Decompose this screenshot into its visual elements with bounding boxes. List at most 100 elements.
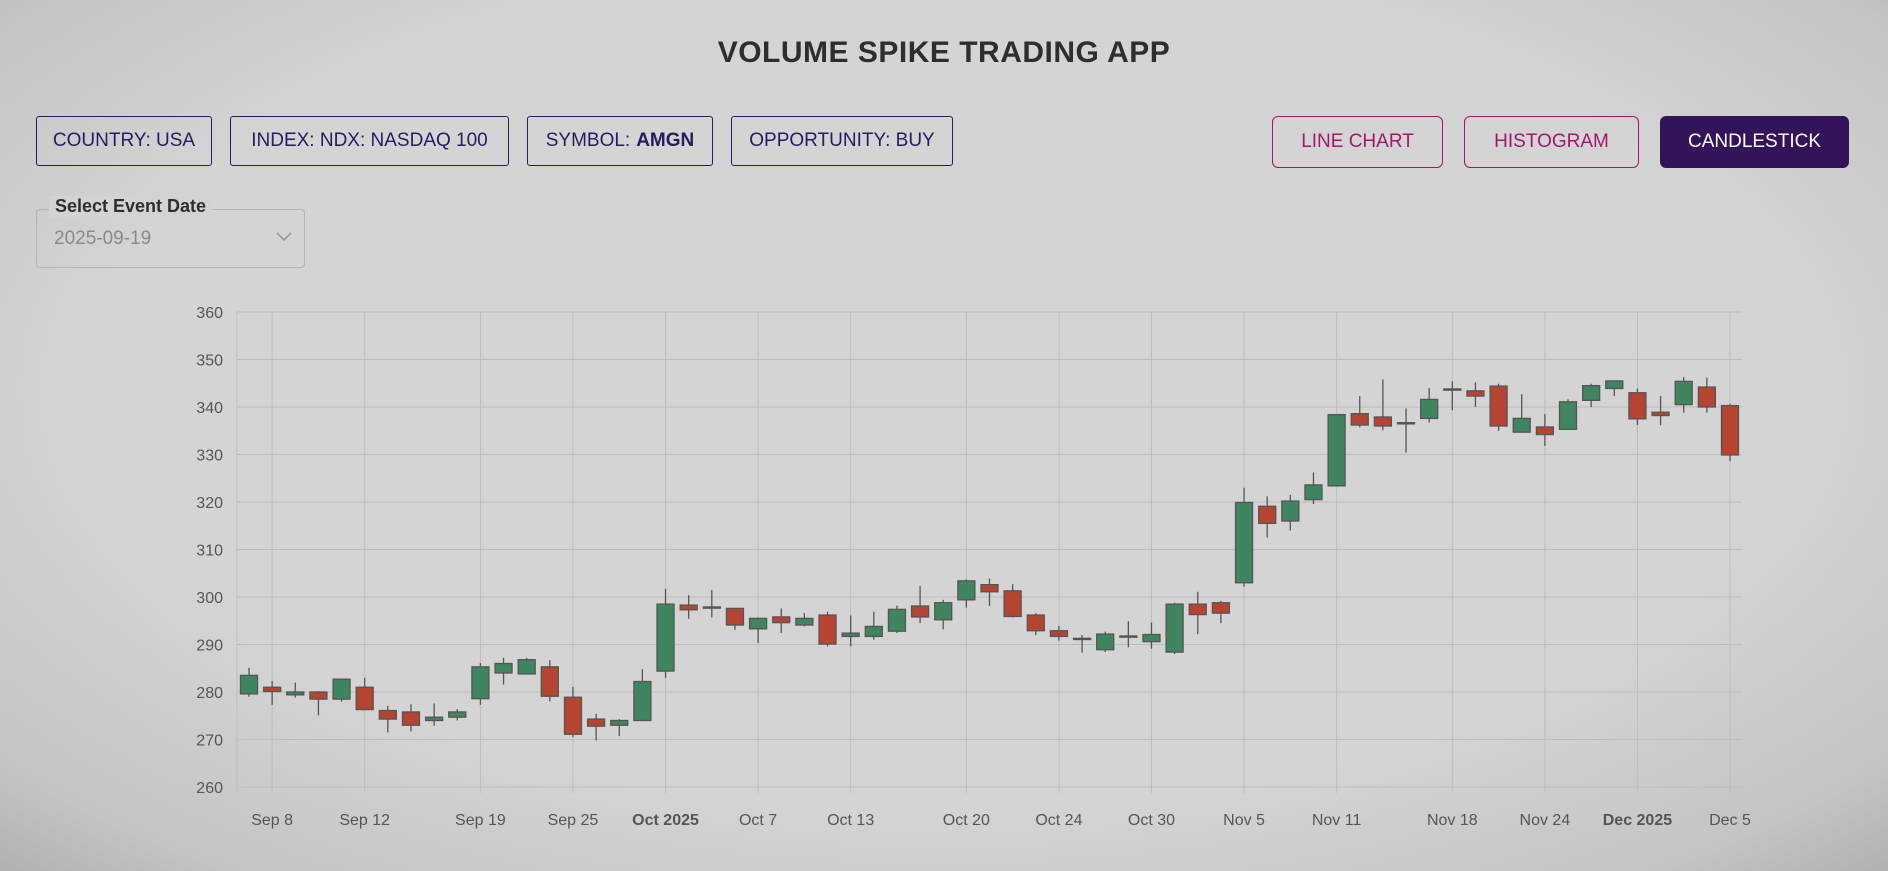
y-tick-label: 350 — [196, 353, 223, 370]
candle-body — [1142, 633, 1161, 643]
symbol-chip: SYMBOL: AMGN — [527, 116, 713, 166]
candle-body — [1396, 422, 1416, 425]
candle-body — [239, 674, 259, 695]
candle-body — [1026, 614, 1045, 632]
x-tick-label: Sep 12 — [339, 812, 390, 829]
candle-body — [772, 616, 791, 624]
x-tick-label: Oct 7 — [739, 812, 777, 829]
candle-body — [1535, 426, 1555, 436]
symbol-value: AMGN — [636, 130, 695, 151]
y-tick-label: 310 — [196, 543, 223, 560]
opportunity-label: OPPORTUNITY: BUY — [749, 130, 935, 151]
y-tick-label: 280 — [196, 685, 223, 702]
candle-body — [633, 680, 652, 722]
x-tick-label: Nov 24 — [1520, 812, 1571, 829]
y-tick-label: 270 — [196, 733, 223, 750]
candle-body — [286, 691, 305, 696]
candle-body — [1582, 384, 1601, 402]
candle-body — [610, 719, 629, 726]
country-chip: COUNTRY: USA — [36, 116, 212, 166]
candle-body — [1211, 602, 1231, 614]
symbol-label: SYMBOL: — [545, 130, 631, 151]
y-tick-label: 300 — [196, 590, 223, 607]
candle-body — [1697, 386, 1717, 408]
line-chart-button[interactable]: LINE CHART — [1272, 116, 1443, 168]
candle-body — [1188, 603, 1207, 616]
candle-body — [1072, 637, 1092, 641]
candle-body — [332, 678, 351, 700]
x-tick-label: Nov 5 — [1223, 812, 1265, 829]
event-date-select[interactable]: Select Event Date 2025-09-19 — [36, 196, 305, 268]
x-tick-label: Oct 30 — [1128, 812, 1175, 829]
candle-body — [795, 617, 814, 626]
candle-body — [702, 606, 721, 609]
x-tick-label: Nov 11 — [1312, 812, 1362, 829]
candle-body — [540, 666, 559, 697]
candle-body — [656, 603, 675, 672]
index-label: INDEX: NDX: NASDAQ 100 — [251, 130, 488, 151]
candle-body — [1489, 385, 1508, 427]
y-tick-label: 330 — [196, 448, 223, 465]
candle-body — [887, 608, 907, 632]
histogram-button[interactable]: HISTOGRAM — [1464, 116, 1639, 168]
candle-body — [378, 709, 397, 720]
candle-body — [517, 659, 536, 675]
x-tick-label: Oct 20 — [943, 812, 990, 829]
candle-body — [448, 711, 467, 718]
y-tick-label: 290 — [196, 638, 223, 655]
candle-body — [494, 662, 513, 674]
x-tick-label: Nov 18 — [1427, 812, 1478, 829]
candle-body — [841, 632, 860, 638]
candle-body — [957, 580, 976, 601]
candle-body — [401, 711, 421, 726]
candle-body — [355, 686, 374, 711]
candle-body — [934, 602, 953, 621]
candle-body — [1720, 404, 1740, 456]
candle-body — [679, 604, 698, 611]
x-tick-label: Sep 19 — [455, 812, 506, 829]
candle-body — [563, 696, 583, 735]
x-tick-label: Dec 2025 — [1603, 812, 1672, 829]
event-date-value: 2025-09-19 — [54, 228, 152, 249]
y-tick-label: 360 — [196, 305, 223, 322]
candle-body — [1466, 390, 1485, 397]
candle-body — [980, 584, 999, 593]
candle-body — [1651, 411, 1670, 417]
candle-body — [864, 625, 883, 638]
x-tick-label: Oct 24 — [1035, 812, 1082, 829]
country-label: COUNTRY: USA — [52, 130, 196, 151]
opportunity-chip: OPPORTUNITY: BUY — [731, 116, 953, 166]
candle-body — [818, 614, 837, 645]
y-tick-label: 260 — [196, 780, 223, 797]
candle-body — [1003, 590, 1022, 618]
page-title: VOLUME SPIKE TRADING APP — [717, 36, 1171, 69]
candle-body — [1119, 635, 1138, 638]
candle-body — [1512, 417, 1531, 433]
candle-body — [1165, 603, 1184, 653]
candle-body — [262, 686, 282, 693]
x-tick-label: Oct 2025 — [632, 812, 699, 829]
candle-body — [1327, 413, 1346, 487]
candle-body — [309, 691, 328, 700]
candle-body — [1234, 501, 1254, 584]
candle-body — [1258, 505, 1277, 525]
candlestick-button[interactable]: CANDLESTICK — [1660, 116, 1849, 168]
event-date-label: Select Event Date — [49, 196, 213, 217]
candle-body — [1049, 630, 1069, 638]
candle-body — [424, 716, 444, 722]
candle-body — [1281, 500, 1300, 522]
candle-body — [1443, 388, 1462, 391]
candle-body — [1096, 633, 1115, 651]
candle-body — [1304, 484, 1323, 501]
candle-body — [725, 607, 745, 626]
y-tick-label: 320 — [196, 495, 223, 512]
candle-body — [1420, 398, 1439, 420]
candle-body — [586, 718, 606, 727]
candle-body — [748, 617, 768, 630]
candle-body — [1350, 412, 1369, 426]
index-chip: INDEX: NDX: NASDAQ 100 — [230, 116, 509, 166]
y-tick-label: 340 — [196, 400, 223, 417]
chevron-down-icon — [276, 232, 292, 242]
candle-body — [471, 666, 490, 700]
